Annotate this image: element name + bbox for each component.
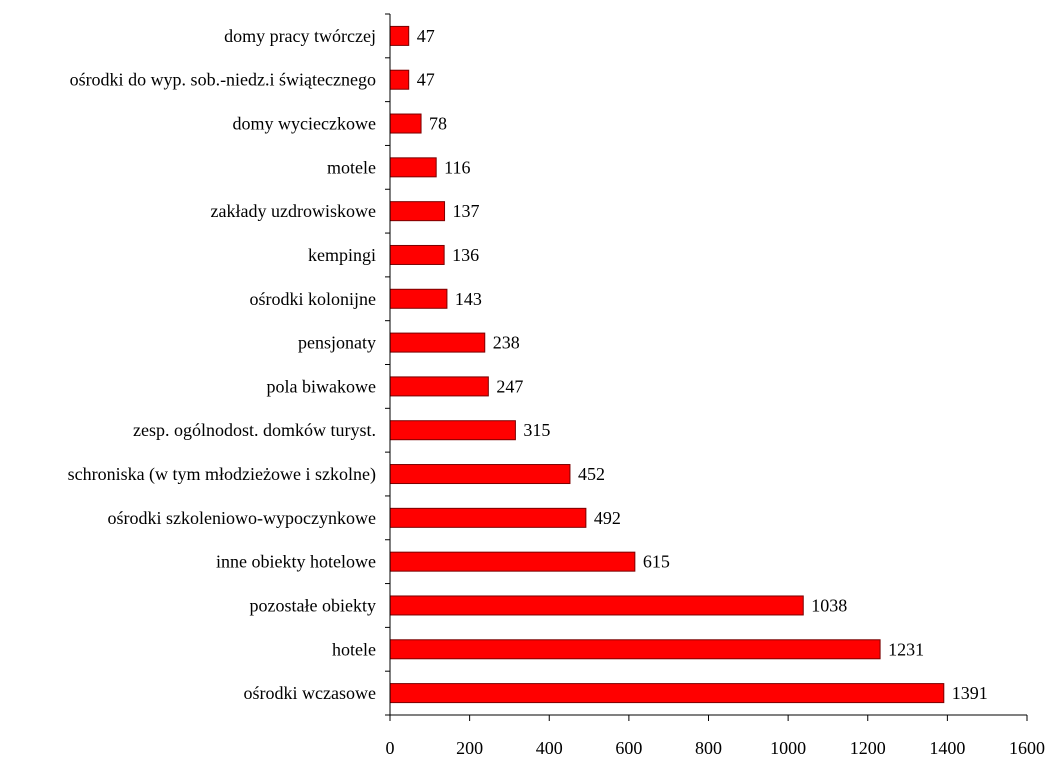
bar-13 bbox=[389, 551, 636, 572]
category-label-6: kempingi bbox=[308, 245, 376, 265]
data-label-9: 247 bbox=[496, 376, 523, 396]
bar-1 bbox=[389, 25, 410, 46]
data-label-15: 1231 bbox=[888, 639, 924, 659]
bar-12 bbox=[389, 507, 587, 528]
data-label-5: 137 bbox=[453, 201, 480, 221]
category-label-2: ośrodki do wyp. sob.-niedz.i świąteczneg… bbox=[70, 70, 376, 90]
category-label-9: pola biwakowe bbox=[267, 376, 376, 396]
bar-6 bbox=[389, 244, 445, 265]
category-label-11: schroniska (w tym młodzieżowe i szkolne) bbox=[68, 464, 376, 485]
x-tick-label-1400: 1400 bbox=[929, 738, 965, 758]
bar-9 bbox=[389, 376, 489, 397]
category-label-1: domy pracy twórczej bbox=[224, 26, 376, 46]
category-label-4: motele bbox=[327, 157, 376, 177]
data-label-8: 238 bbox=[493, 333, 520, 353]
data-label-4: 116 bbox=[444, 157, 470, 177]
category-label-3: domy wycieczkowe bbox=[233, 114, 376, 134]
category-label-12: ośrodki szkoleniowo-wypoczynkowe bbox=[108, 508, 376, 528]
data-label-3: 78 bbox=[429, 114, 447, 134]
x-tick-label-1600: 1600 bbox=[1009, 738, 1045, 758]
category-label-16: ośrodki wczasowe bbox=[244, 683, 376, 703]
bar-14 bbox=[389, 595, 804, 616]
x-tick-label-200: 200 bbox=[456, 738, 483, 758]
category-label-15: hotele bbox=[332, 639, 376, 659]
x-tick-label-1000: 1000 bbox=[770, 738, 806, 758]
data-label-6: 136 bbox=[452, 245, 479, 265]
x-tick-label-0: 0 bbox=[386, 738, 395, 758]
data-labels-group: 47 47 78 116 137 136 143 238 247 315 452 492 615 1038… bbox=[417, 26, 988, 703]
bar-15 bbox=[389, 639, 881, 660]
x-tick-label-1200: 1200 bbox=[850, 738, 886, 758]
x-tick-label-800: 800 bbox=[695, 738, 722, 758]
x-ticks-group: 0 200 400 600 800 1000 1200 1400 1600 bbox=[386, 715, 1045, 758]
x-tick-label-400: 400 bbox=[536, 738, 563, 758]
category-labels-group: domy pracy twórczej ośrodki do wyp. sob.-… bbox=[68, 26, 376, 703]
category-label-7: ośrodki kolonijne bbox=[250, 289, 377, 309]
data-label-14: 1038 bbox=[811, 595, 847, 615]
data-label-10: 315 bbox=[523, 420, 550, 440]
data-label-2: 47 bbox=[417, 70, 435, 90]
category-label-5: zakłady uzdrowiskowe bbox=[211, 201, 376, 221]
data-label-1: 47 bbox=[417, 26, 435, 46]
data-label-16: 1391 bbox=[952, 683, 988, 703]
category-label-10: zesp. ogólnodost. domków turyst. bbox=[133, 420, 376, 440]
bar-7 bbox=[389, 288, 448, 309]
bar-11 bbox=[389, 464, 571, 485]
data-label-7: 143 bbox=[455, 289, 482, 309]
data-label-11: 452 bbox=[578, 464, 605, 484]
bar-4 bbox=[389, 157, 437, 178]
bar-10 bbox=[389, 420, 516, 441]
category-label-8: pensjonaty bbox=[298, 333, 376, 353]
data-label-13: 615 bbox=[643, 552, 670, 572]
bar-8 bbox=[389, 332, 486, 353]
bar-3 bbox=[389, 113, 422, 134]
bars-group bbox=[389, 25, 945, 704]
x-tick-label-600: 600 bbox=[615, 738, 642, 758]
bar-5 bbox=[389, 201, 446, 222]
category-label-14: pozostałe obiekty bbox=[250, 595, 376, 615]
bar-16 bbox=[389, 683, 945, 704]
bar-2 bbox=[389, 69, 410, 90]
data-label-12: 492 bbox=[594, 508, 621, 528]
category-label-13: inne obiekty hotelowe bbox=[216, 552, 376, 572]
